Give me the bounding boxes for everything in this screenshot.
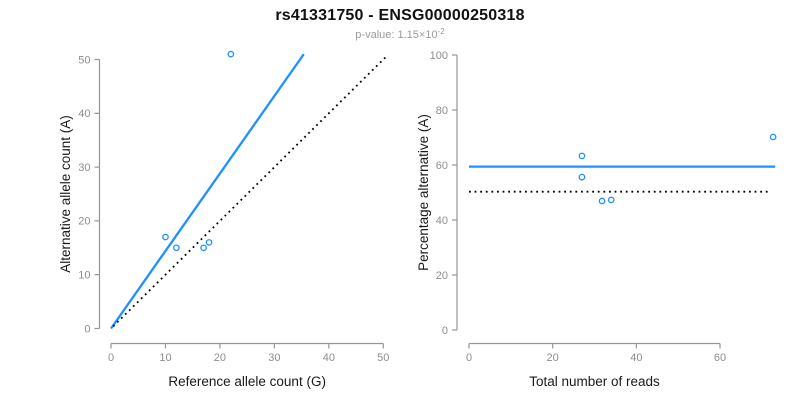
- y-tick-label: 0: [84, 323, 90, 335]
- y-tick-label: 20: [436, 270, 448, 282]
- x-axis-title-left: Reference allele count (G): [168, 374, 326, 389]
- x-axis-title-right: Total number of reads: [529, 374, 660, 389]
- y-axis-title-right: Percentage alternative (A): [416, 114, 431, 271]
- data-point: [205, 239, 213, 246]
- page-title: rs41331750 - ENSG00000250318: [275, 7, 525, 24]
- y-tick-label: 40: [78, 108, 90, 120]
- x-tick-label: 30: [268, 352, 280, 364]
- x-tick-label: 20: [214, 352, 226, 364]
- p-value-label: p-value:: [355, 29, 398, 41]
- y-tick-label: 80: [436, 105, 448, 117]
- y-tick-label: 30: [78, 162, 90, 174]
- data-point: [598, 197, 606, 205]
- fitted-ratio-line: [110, 53, 305, 330]
- identity-line: [112, 55, 388, 327]
- p-value-subtitle: p-value: 1.15×10-2: [0, 27, 800, 41]
- data-point: [162, 233, 169, 241]
- x-tick-label: 20: [547, 352, 559, 364]
- data-point: [227, 50, 235, 58]
- y-tick-label: 20: [78, 216, 90, 228]
- data-point: [173, 244, 180, 252]
- x-tick-label: 0: [108, 352, 114, 364]
- data-point: [578, 173, 586, 181]
- y-tick-label: 10: [78, 270, 90, 282]
- data-point: [607, 196, 615, 204]
- y-tick-label: 50: [78, 54, 90, 66]
- p-value-exponent: -2: [437, 27, 445, 36]
- x-tick-label: 0: [466, 352, 472, 364]
- data-point: [578, 152, 586, 160]
- p-value-base: 1.15×10: [397, 29, 438, 41]
- x-tick-label: 40: [323, 352, 335, 364]
- y-axis-title-left: Alternative allele count (A): [58, 115, 73, 273]
- y-tick-label: 40: [436, 215, 448, 227]
- data-point: [200, 244, 207, 252]
- x-tick-label: 40: [630, 352, 642, 364]
- y-tick-label: 100: [430, 50, 448, 62]
- x-tick-label: 50: [377, 352, 389, 364]
- x-tick-label: 60: [714, 352, 726, 364]
- x-tick-label: 10: [159, 352, 171, 364]
- y-tick-label: 60: [436, 160, 448, 172]
- data-point: [769, 133, 777, 141]
- y-tick-label: 0: [442, 325, 448, 337]
